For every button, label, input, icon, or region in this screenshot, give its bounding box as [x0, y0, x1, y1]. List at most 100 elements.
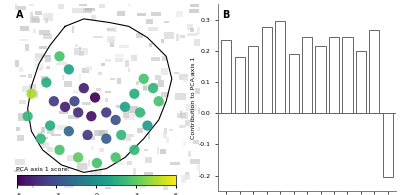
Point	[47, 124, 53, 127]
Point	[51, 100, 57, 103]
FancyBboxPatch shape	[47, 130, 54, 134]
FancyBboxPatch shape	[187, 33, 198, 36]
FancyBboxPatch shape	[96, 88, 100, 91]
FancyBboxPatch shape	[67, 154, 78, 161]
FancyBboxPatch shape	[136, 81, 138, 85]
FancyBboxPatch shape	[185, 120, 190, 126]
FancyBboxPatch shape	[194, 39, 205, 46]
FancyBboxPatch shape	[161, 39, 164, 43]
FancyBboxPatch shape	[179, 125, 185, 128]
FancyBboxPatch shape	[73, 90, 82, 94]
Point	[75, 111, 82, 114]
FancyBboxPatch shape	[82, 102, 91, 105]
FancyBboxPatch shape	[180, 35, 185, 38]
FancyBboxPatch shape	[116, 54, 124, 57]
Point	[43, 81, 50, 84]
FancyBboxPatch shape	[170, 162, 180, 165]
FancyBboxPatch shape	[79, 51, 84, 57]
FancyBboxPatch shape	[83, 8, 92, 13]
FancyBboxPatch shape	[40, 46, 47, 49]
FancyBboxPatch shape	[46, 66, 50, 69]
Bar	[221, 40, 231, 113]
Point	[81, 87, 87, 90]
FancyBboxPatch shape	[85, 66, 92, 71]
FancyBboxPatch shape	[45, 18, 48, 23]
FancyBboxPatch shape	[33, 28, 36, 33]
FancyBboxPatch shape	[163, 132, 167, 138]
Point	[71, 100, 78, 103]
FancyBboxPatch shape	[98, 72, 102, 75]
FancyBboxPatch shape	[25, 44, 29, 51]
FancyBboxPatch shape	[30, 18, 40, 23]
FancyBboxPatch shape	[18, 67, 23, 72]
FancyBboxPatch shape	[43, 13, 53, 21]
Point	[118, 133, 124, 136]
FancyBboxPatch shape	[56, 63, 58, 65]
FancyBboxPatch shape	[16, 6, 26, 10]
FancyBboxPatch shape	[183, 77, 188, 82]
FancyBboxPatch shape	[41, 127, 45, 133]
Bar	[235, 57, 245, 113]
FancyBboxPatch shape	[79, 3, 87, 6]
FancyBboxPatch shape	[51, 134, 61, 136]
Bar	[288, 54, 299, 113]
FancyBboxPatch shape	[20, 27, 29, 31]
FancyBboxPatch shape	[99, 130, 108, 135]
FancyBboxPatch shape	[94, 130, 105, 136]
FancyBboxPatch shape	[59, 111, 68, 114]
FancyBboxPatch shape	[28, 74, 32, 78]
FancyBboxPatch shape	[82, 68, 89, 73]
Point	[92, 96, 98, 99]
FancyBboxPatch shape	[177, 113, 186, 118]
FancyBboxPatch shape	[20, 100, 26, 104]
FancyBboxPatch shape	[105, 91, 111, 93]
FancyBboxPatch shape	[29, 84, 36, 90]
Point	[24, 115, 31, 118]
Point	[140, 77, 147, 80]
Bar	[275, 21, 285, 113]
FancyBboxPatch shape	[116, 58, 123, 62]
FancyBboxPatch shape	[127, 161, 132, 165]
FancyBboxPatch shape	[196, 163, 202, 170]
FancyBboxPatch shape	[162, 56, 167, 61]
FancyBboxPatch shape	[174, 72, 179, 74]
FancyBboxPatch shape	[36, 132, 42, 138]
FancyBboxPatch shape	[142, 86, 147, 90]
Point	[66, 130, 72, 133]
FancyBboxPatch shape	[123, 111, 129, 118]
FancyBboxPatch shape	[181, 175, 186, 183]
Bar	[248, 46, 258, 113]
FancyBboxPatch shape	[151, 83, 158, 87]
FancyBboxPatch shape	[99, 148, 104, 152]
FancyBboxPatch shape	[75, 44, 78, 47]
Point	[56, 55, 63, 58]
FancyBboxPatch shape	[136, 33, 143, 38]
Point	[56, 148, 63, 152]
FancyBboxPatch shape	[62, 75, 64, 80]
FancyBboxPatch shape	[164, 32, 174, 39]
FancyBboxPatch shape	[114, 162, 124, 165]
FancyBboxPatch shape	[90, 170, 102, 175]
FancyBboxPatch shape	[41, 142, 49, 148]
FancyBboxPatch shape	[162, 92, 169, 97]
Point	[62, 105, 68, 108]
FancyBboxPatch shape	[34, 12, 42, 15]
FancyBboxPatch shape	[130, 55, 137, 61]
FancyBboxPatch shape	[44, 136, 48, 139]
FancyBboxPatch shape	[18, 180, 28, 184]
FancyBboxPatch shape	[163, 186, 168, 190]
FancyBboxPatch shape	[155, 75, 161, 80]
FancyBboxPatch shape	[137, 13, 146, 16]
FancyBboxPatch shape	[189, 9, 199, 12]
FancyBboxPatch shape	[146, 19, 153, 24]
FancyBboxPatch shape	[91, 146, 94, 150]
FancyBboxPatch shape	[133, 179, 140, 186]
FancyBboxPatch shape	[28, 3, 34, 6]
FancyBboxPatch shape	[197, 27, 200, 34]
FancyBboxPatch shape	[133, 168, 136, 175]
FancyBboxPatch shape	[179, 74, 188, 80]
FancyBboxPatch shape	[88, 160, 90, 166]
FancyBboxPatch shape	[180, 111, 182, 118]
FancyBboxPatch shape	[117, 78, 121, 84]
FancyBboxPatch shape	[116, 105, 126, 108]
